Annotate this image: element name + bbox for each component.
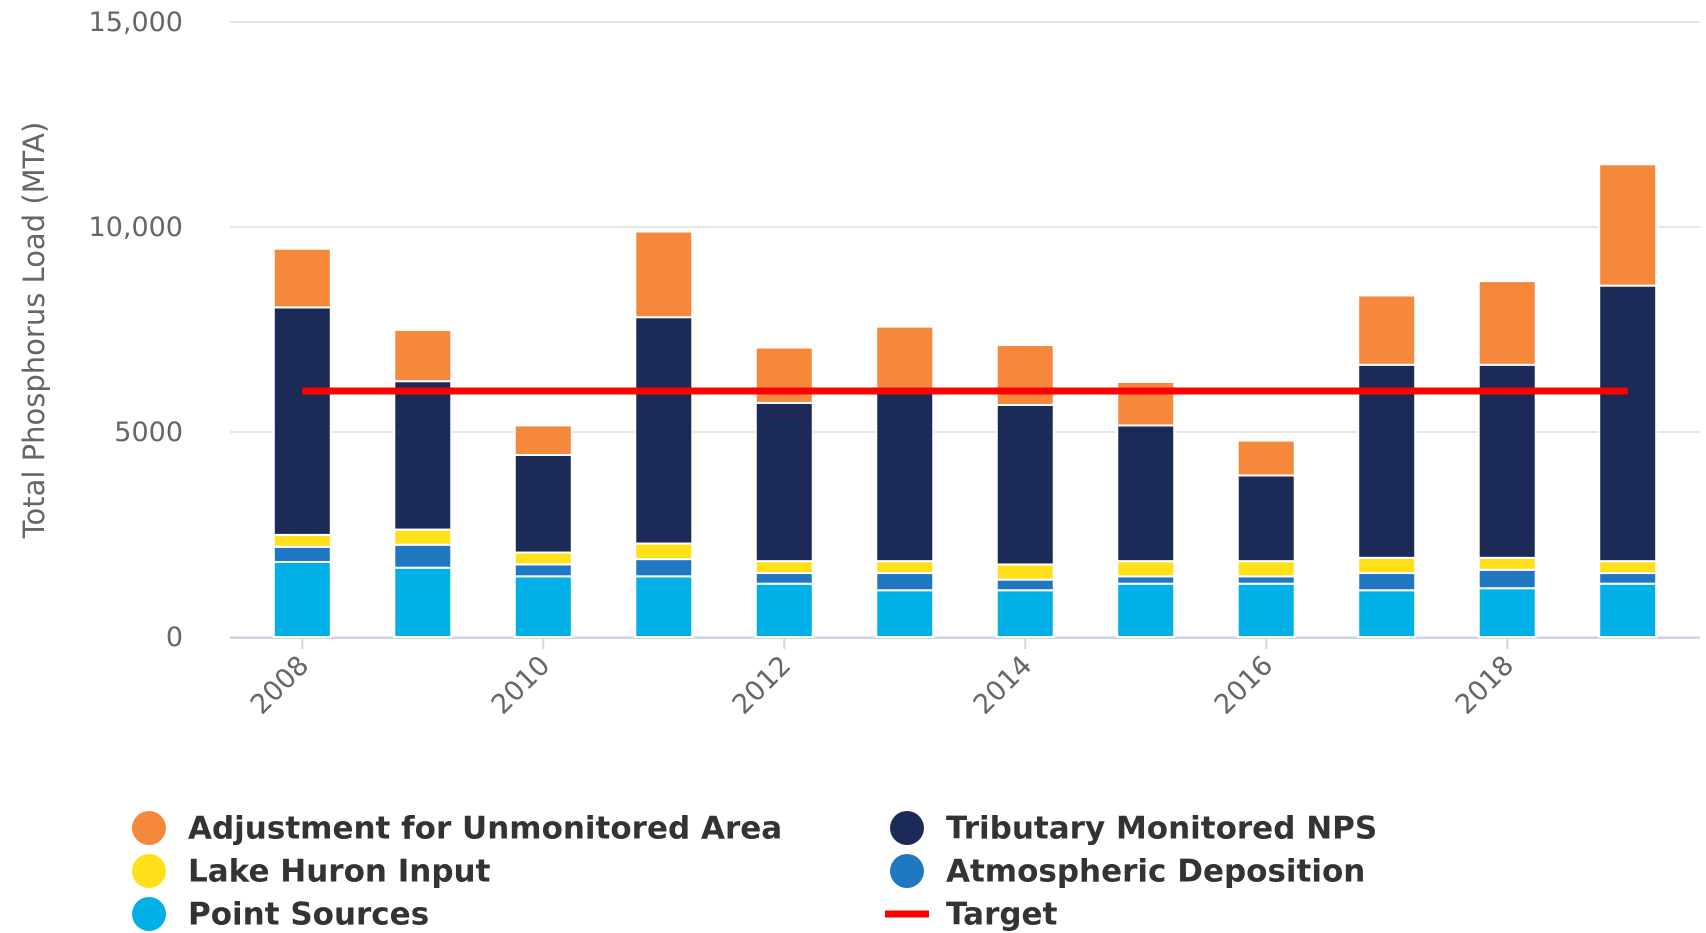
y-tick-label: 15,000 [89, 7, 183, 38]
bar-segment [754, 346, 814, 404]
bar-segment [634, 575, 694, 639]
bar-segment [1477, 568, 1537, 590]
bar-segment [513, 424, 573, 456]
bar-segment [875, 560, 935, 575]
legend-label: Lake Huron Input [188, 854, 491, 890]
x-tick-label: 2014 [968, 650, 1039, 721]
x-tick-label: 2012 [727, 650, 798, 721]
bar-segment [1116, 560, 1176, 578]
bar-segment [1598, 572, 1658, 585]
legend-symbol [132, 897, 166, 931]
bar-segment [995, 578, 1055, 592]
y-tick-label: 0 [166, 622, 183, 653]
bar-segment [272, 545, 332, 563]
bar-segment [1598, 560, 1658, 575]
legend-symbol [890, 811, 924, 845]
bar-segment [272, 247, 332, 309]
y-axis-label: Total Phosphorus Load (MTA) [17, 122, 51, 540]
bar-segment [634, 558, 694, 578]
bar-segment [1598, 163, 1658, 287]
bar-segment [1116, 582, 1176, 639]
bar-segment [754, 572, 814, 585]
bar-segment [875, 325, 935, 395]
legend-label: Target [946, 897, 1058, 933]
bar-segment [1357, 556, 1417, 575]
bar-segment [1598, 582, 1658, 639]
bar-segment [995, 403, 1055, 566]
bar-segment [1236, 474, 1296, 563]
bar-segment [995, 344, 1055, 406]
x-tick-label: 2018 [1450, 650, 1521, 721]
bar-segment [513, 563, 573, 578]
bar-segment [513, 551, 573, 566]
bar-segment [995, 589, 1055, 639]
bar-segment [393, 528, 453, 546]
bar-segment [634, 316, 694, 545]
bar-segment [393, 380, 453, 531]
bar-segment [1116, 424, 1176, 563]
bar-segment [1477, 363, 1537, 559]
bar-segment [393, 543, 453, 569]
bar-segment [634, 542, 694, 561]
bar-segment [272, 306, 332, 536]
bar-segment [1236, 560, 1296, 578]
x-tick-label: 2008 [245, 650, 316, 721]
bar-segment [1357, 572, 1417, 592]
bar-segment [1477, 587, 1537, 639]
bar-segment [875, 392, 935, 563]
bar-segment [754, 560, 814, 575]
bar-segment [513, 575, 573, 639]
bar-segment [1357, 363, 1417, 559]
bar-segment [995, 563, 1055, 581]
bar-segment [1598, 284, 1658, 563]
bar-segment [875, 589, 935, 639]
bar-segment [634, 230, 694, 319]
legend-symbol [890, 854, 924, 888]
legend-label: Tributary Monitored NPS [946, 811, 1377, 847]
bar-segment [393, 328, 453, 383]
x-tick-label: 2010 [486, 650, 557, 721]
legend-label: Point Sources [188, 897, 429, 933]
y-tick-label: 10,000 [89, 212, 183, 243]
legend-label: Adjustment for Unmonitored Area [188, 811, 782, 847]
bar-segment [272, 560, 332, 638]
x-tick-label: 2016 [1209, 650, 1280, 721]
bar-segment [754, 582, 814, 639]
y-tick-label: 5000 [114, 417, 183, 448]
bar-segment [1236, 439, 1296, 477]
legend-symbol [132, 854, 166, 888]
bar-segment [272, 533, 332, 548]
bar-segment [393, 566, 453, 639]
bar-segment [1477, 280, 1537, 366]
bar-segment [754, 401, 814, 563]
bar-segment [1236, 582, 1296, 639]
bar-segment [1236, 575, 1296, 585]
bar-segment [875, 572, 935, 592]
bar-segment [1477, 556, 1537, 571]
legend-symbol [132, 811, 166, 845]
bar-segment [1357, 294, 1417, 366]
bar-segment [1357, 589, 1417, 639]
bar-segment [513, 453, 573, 554]
legend-label: Atmospheric Deposition [946, 854, 1365, 890]
bar-segment [1116, 575, 1176, 585]
